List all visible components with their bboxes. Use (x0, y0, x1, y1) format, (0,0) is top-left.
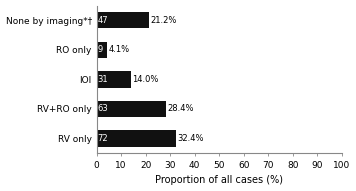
Text: 31: 31 (98, 75, 108, 84)
Text: 32.4%: 32.4% (178, 134, 204, 143)
Bar (97, 12, 149, 28)
Text: 21.2%: 21.2% (150, 16, 177, 25)
Text: 4.1%: 4.1% (108, 45, 129, 54)
Text: 72: 72 (98, 134, 108, 143)
Text: 47: 47 (98, 16, 108, 25)
Bar (97, 101, 166, 117)
Text: 9: 9 (98, 45, 103, 54)
Bar (97, 42, 107, 58)
Text: 28.4%: 28.4% (168, 104, 194, 113)
Text: 63: 63 (98, 104, 108, 113)
X-axis label: Proportion of all cases (%): Proportion of all cases (%) (155, 176, 283, 185)
Text: 14.0%: 14.0% (132, 75, 159, 84)
Bar (97, 130, 176, 147)
Bar (97, 71, 131, 87)
